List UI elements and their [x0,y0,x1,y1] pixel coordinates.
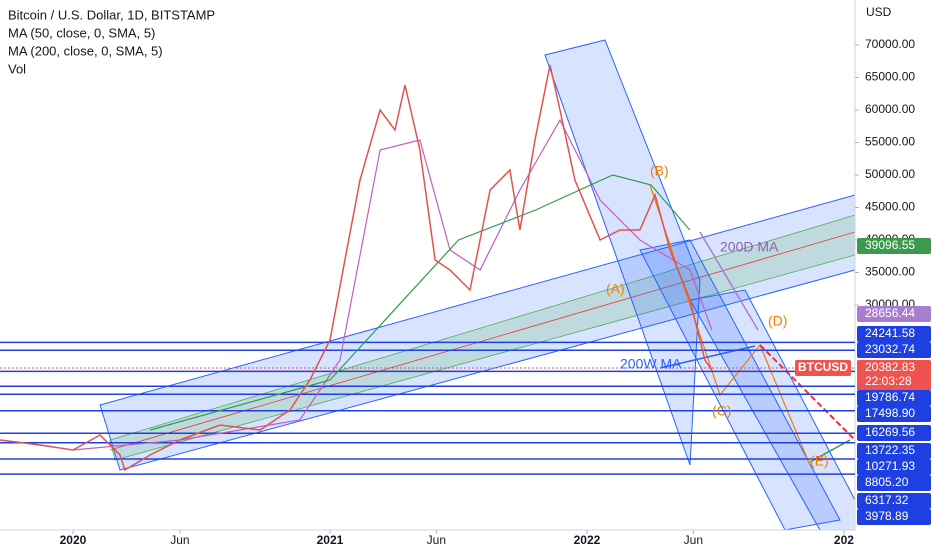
price-label-box [857,493,931,509]
price-label-box [857,425,931,441]
legend-entry: MA (200, close, 0, SMA, 5) [8,43,163,58]
x-tick-label: 2020 [60,533,87,547]
annotation: (A) [606,281,625,297]
countdown: 22:03:28 [865,374,912,388]
price-label: 20382.83 [865,360,915,374]
y-tick-label: 70000.00 [865,37,915,51]
x-tick-label: 2022 [574,533,601,547]
price-label-box [857,459,931,475]
price-label-box [857,306,931,322]
y-tick-label: 45000.00 [865,200,915,214]
price-label-box [857,390,931,406]
descending-channel [544,39,701,466]
price-label-box [857,360,931,376]
volume-label: Vol [8,61,26,76]
y-tick-label: 50000.00 [865,167,915,181]
price-label: 19786.74 [865,390,915,404]
chart-title: Bitcoin / U.S. Dollar, 1D, BITSTAMP [8,7,215,22]
price-label-box [857,443,931,459]
x-tick-label: 2021 [317,533,344,547]
price-label-box [857,475,931,491]
annotation: (D) [768,313,787,329]
y-tick-label: 35000.00 [865,265,915,279]
price-label: 16269.56 [865,425,915,439]
price-label: 13722.35 [865,443,915,457]
price-label: 6317.32 [865,493,909,507]
price-label: 3978.89 [865,509,909,523]
channel-midline [109,231,856,451]
projection [759,344,856,441]
legend-entry: MA (50, close, 0, SMA, 5) [8,25,155,40]
descending-channel [639,239,841,531]
wave-path [649,184,811,466]
countdown-box [857,374,931,390]
x-tick-label: 202 [834,533,854,547]
x-tick-label: Jun [170,533,189,547]
arrow [699,231,759,331]
annotation: (B) [650,163,669,179]
annotation: (C) [712,403,731,419]
price-label-box [857,238,931,254]
price-label: 24241.58 [865,326,915,340]
price-line [0,64,713,472]
price-label: 17498.90 [865,406,915,420]
symbol-label: BTCUSD [798,360,848,374]
price-label: 39096.55 [865,238,915,252]
ma-line [72,118,713,451]
price-label-box [857,509,931,525]
annotation: 200W MA [620,356,682,372]
x-tick-label: Jun [684,533,703,547]
price-label: 28656.44 [865,306,915,320]
ma-line [149,174,691,431]
annotation: (E) [810,453,829,469]
symbol-box [795,360,851,376]
x-tick-label: Jun [427,533,446,547]
annotation: 200D MA [720,239,779,255]
y-tick-label: 60000.00 [865,102,915,116]
price-label: 8805.20 [865,475,909,489]
y-tick-label: 65000.00 [865,70,915,84]
currency-label: USD [866,5,892,19]
price-label: 10271.93 [865,459,915,473]
price-label: 23032.74 [865,342,915,356]
price-label-box [857,326,931,342]
price-label-box [857,342,931,358]
price-label-box [857,406,931,422]
y-tick-label: 55000.00 [865,135,915,149]
